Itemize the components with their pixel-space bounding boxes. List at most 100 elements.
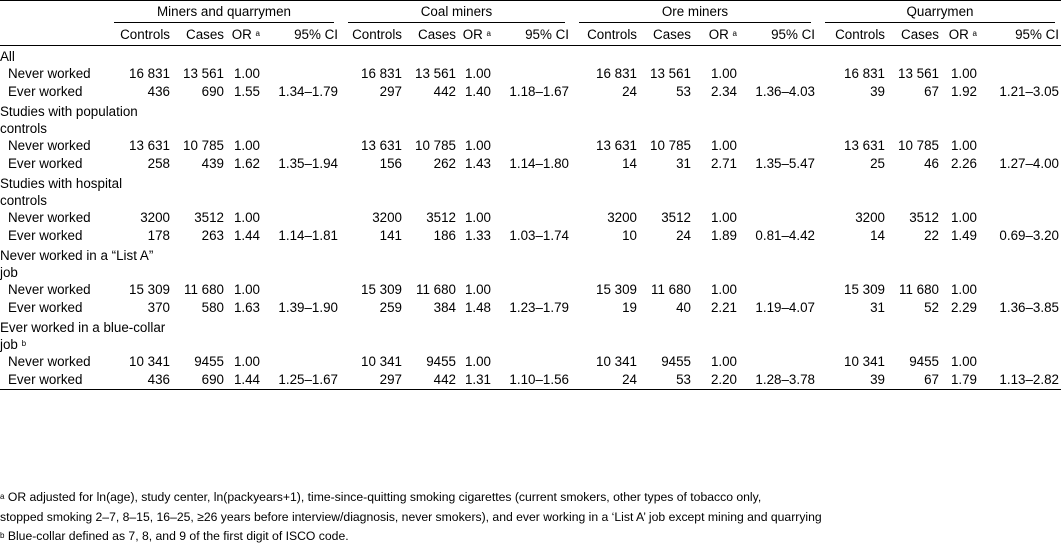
cases-cell: 9455: [426, 354, 456, 369]
or-cell: 1.48: [464, 300, 491, 315]
row-label: Never worked: [8, 210, 91, 225]
cases-cell: 13 561: [898, 66, 939, 81]
ci-cell: 1.10–1.56: [509, 372, 569, 387]
cases-cell: 67: [924, 372, 939, 387]
table-row: Ever worked 258 439 1.62 1.35–1.94 156 262 1.43…: [0, 155, 1061, 173]
or-cell: 1.00: [710, 66, 737, 81]
group-header-row: Miners and quarrymen Coal miners Ore min…: [0, 1, 1061, 23]
column-header: OR a: [691, 23, 737, 46]
group-header: Quarrymen: [817, 1, 1061, 23]
controls-cell: 13 631: [129, 138, 170, 153]
stub-header: [0, 1, 106, 23]
or-cell: 1.92: [950, 84, 977, 99]
row-label: Ever worked: [8, 228, 83, 243]
controls-cell: 31: [870, 300, 885, 315]
ci-cell: 1.21–3.05: [999, 84, 1059, 99]
or-cell: 1.55: [233, 84, 260, 99]
ci-cell: [737, 65, 817, 83]
stub-column-header: [0, 23, 106, 46]
controls-cell: 258: [147, 156, 170, 171]
footnote-marker: a: [486, 29, 491, 38]
or-cell: 1.44: [233, 372, 260, 387]
controls-cell: 16 831: [844, 66, 885, 81]
ci-cell: 1.19–4.07: [755, 300, 815, 315]
column-header-label: 95% CI: [1015, 27, 1059, 42]
section-filler: [106, 173, 1061, 209]
column-header-label: Cases: [186, 27, 224, 42]
section-header-row: All: [0, 46, 1061, 66]
column-header-label: OR: [462, 27, 483, 42]
or-cell: 2.21: [710, 300, 737, 315]
cases-cell: 10 785: [650, 138, 691, 153]
cases-cell: 22: [924, 228, 939, 243]
section-title: Never worked in a “List A” job: [0, 245, 153, 281]
ci-cell: 1.36–4.03: [755, 84, 815, 99]
controls-cell: 19: [622, 300, 637, 315]
section-header-row: Never worked in a “List A” job: [0, 245, 1061, 281]
table-row: Never worked 3200 3512 1.00 3200 3512 1.00 3200…: [0, 209, 1061, 227]
cases-cell: 13 561: [650, 66, 691, 81]
column-header: Cases: [402, 23, 456, 46]
column-header: OR a: [939, 23, 977, 46]
controls-cell: 10 341: [596, 354, 637, 369]
footnotes: a OR adjusted for ln(age), study center,…: [0, 488, 1061, 547]
footnote-marker: b: [21, 339, 27, 348]
or-cell: 1.63: [233, 300, 260, 315]
controls-cell: 15 309: [844, 282, 885, 297]
section-title-text: Studies with hospital controls: [0, 175, 172, 209]
cases-cell: 11 680: [184, 282, 224, 297]
column-header: Cases: [885, 23, 939, 46]
cases-cell: 24: [676, 228, 691, 243]
ci-cell: 1.03–1.74: [509, 228, 569, 243]
section-header-row: Studies with population controls: [0, 101, 1061, 137]
cases-cell: 439: [201, 156, 224, 171]
top-rule: [0, 0, 1061, 1]
column-header-label: OR: [708, 27, 729, 42]
controls-cell: 10: [622, 228, 637, 243]
ci-cell: 1.35–5.47: [755, 156, 815, 171]
cases-cell: 11 680: [899, 282, 939, 297]
ci-cell: [491, 353, 571, 371]
controls-cell: 297: [379, 84, 402, 99]
or-cell: 1.00: [710, 210, 737, 225]
ci-cell: 1.23–1.79: [509, 300, 569, 315]
ci-cell: 1.13–2.82: [999, 372, 1059, 387]
controls-cell: 39: [870, 372, 885, 387]
or-cell: 1.00: [464, 66, 491, 81]
section-title-text: All: [0, 48, 150, 65]
or-cell: 2.71: [710, 156, 737, 171]
footnote-text: Blue-collar defined as 7, 8, and 9 of th…: [7, 529, 349, 543]
controls-cell: 15 309: [596, 282, 637, 297]
or-cell: 1.00: [464, 354, 491, 369]
section-title-label: Studies with population controls: [0, 104, 138, 136]
table-row: Ever worked 436 690 1.55 1.34–1.79 297 442 1.40…: [0, 83, 1061, 101]
controls-cell: 259: [379, 300, 402, 315]
section-title: Ever worked in a blue-collar job b: [0, 317, 165, 353]
column-header: Cases: [637, 23, 691, 46]
cases-cell: 3512: [194, 210, 224, 225]
cases-cell: 10 785: [183, 138, 224, 153]
or-cell: 1.00: [950, 66, 977, 81]
footnote-text: stopped smoking 2–7, 8–15, 16–25, ≥26 ye…: [0, 509, 822, 524]
ci-cell: 1.25–1.67: [278, 372, 338, 387]
column-header-label: 95% CI: [294, 27, 338, 42]
or-cell: 1.62: [233, 156, 260, 171]
column-header-label: OR: [231, 27, 252, 42]
or-cell: 1.00: [233, 210, 260, 225]
table-row: Ever worked 178 263 1.44 1.14–1.81 141 186 1.33…: [0, 227, 1061, 245]
controls-cell: 16 831: [361, 66, 402, 81]
section-title-label: Ever worked in a blue-collar job: [0, 320, 166, 352]
column-header: Controls: [340, 23, 402, 46]
section-filler: [106, 46, 1061, 66]
cases-cell: 40: [676, 300, 691, 315]
controls-cell: 13 631: [596, 138, 637, 153]
ci-cell: [491, 137, 571, 155]
group-label: Quarrymen: [825, 3, 1055, 23]
ci-cell: [977, 353, 1061, 371]
or-cell: 1.00: [710, 354, 737, 369]
controls-cell: 178: [147, 228, 170, 243]
controls-cell: 25: [870, 156, 885, 171]
column-header: 95% CI: [737, 23, 817, 46]
column-header: Controls: [817, 23, 885, 46]
section-filler: [106, 101, 1061, 137]
